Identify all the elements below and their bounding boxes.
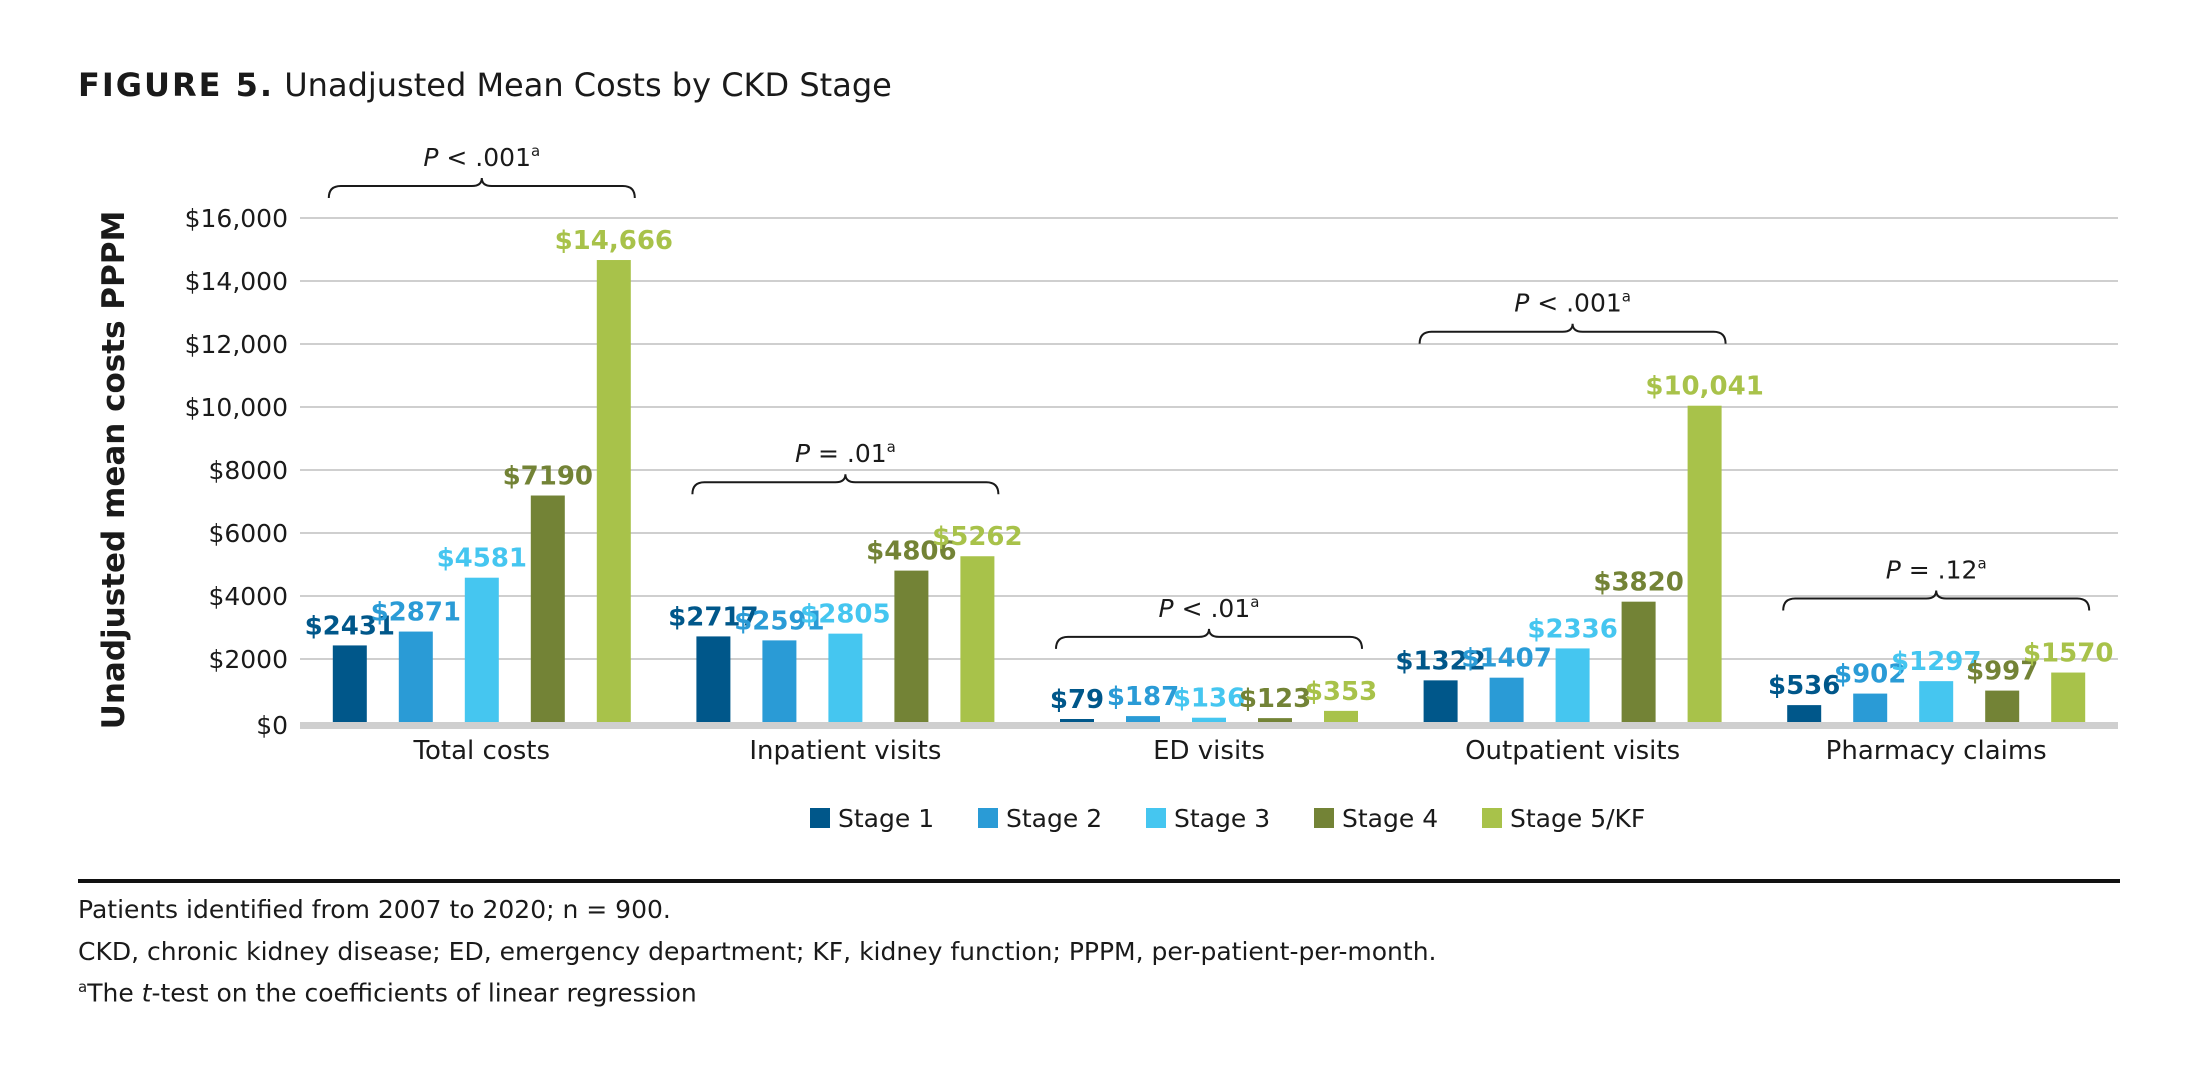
- y-tick-label: $8000: [208, 456, 288, 485]
- legend-label: Stage 3: [1174, 804, 1270, 833]
- data-label: $2871: [371, 598, 461, 628]
- y-tick-label: $16,000: [185, 204, 288, 233]
- significance-bracket: [1055, 628, 1363, 649]
- data-label: $10,041: [1645, 372, 1763, 402]
- data-label: $353: [1305, 677, 1377, 707]
- bar: [1060, 719, 1094, 722]
- legend-swatch: [1482, 808, 1502, 828]
- bar: [696, 636, 731, 722]
- data-label: $2591: [734, 606, 824, 636]
- legend-swatch: [1314, 808, 1334, 828]
- y-tick-label: $12,000: [185, 330, 288, 359]
- bar: [1258, 718, 1292, 722]
- footnote-italic: t: [141, 978, 152, 1008]
- bar: [398, 631, 433, 722]
- footnote-patients: Patients identified from 2007 to 2020; n…: [78, 895, 671, 924]
- y-tick-label: $0: [256, 711, 288, 740]
- x-category-label: Outpatient visits: [1465, 736, 1680, 766]
- data-label: $2336: [1527, 614, 1617, 644]
- bar: [1126, 716, 1160, 722]
- bar: [762, 640, 797, 722]
- y-axis-label: Unadjusted mean costs PPPM: [96, 211, 132, 730]
- data-label: $902: [1834, 660, 1906, 690]
- y-tick-label: $14,000: [185, 267, 288, 296]
- data-label: $997: [1966, 657, 2038, 687]
- bar-chart: $0 $2000 $4000 $6000 $8000 $10,000 $12,000 $14,…: [96, 142, 2118, 833]
- data-label: $536: [1768, 671, 1840, 701]
- x-category-label: Total costs: [413, 736, 550, 766]
- legend-label: Stage 5/KF: [1510, 804, 1645, 833]
- data-label: $1570: [2023, 639, 2113, 669]
- data-label: $1407: [1461, 644, 1551, 674]
- figure-title: FIGURE 5. Unadjusted Mean Costs by CKD S…: [78, 66, 892, 104]
- bar: [1787, 705, 1822, 722]
- data-label: $14,666: [555, 226, 673, 256]
- y-tick-label: $2000: [208, 645, 288, 674]
- data-label: $5262: [932, 522, 1022, 552]
- p-value-label: P < .01a: [1159, 593, 1260, 623]
- legend-swatch: [1146, 808, 1166, 828]
- bar: [1489, 677, 1524, 722]
- legend-label: Stage 2: [1006, 804, 1102, 833]
- x-category-label: ED visits: [1153, 736, 1265, 766]
- data-label: $79: [1050, 685, 1104, 715]
- bar: [530, 495, 565, 722]
- footnote-sup: a: [78, 978, 88, 996]
- significance-bracket: [1782, 590, 2091, 611]
- p-value-label: P = .01a: [795, 438, 896, 468]
- legend-label: Stage 1: [838, 804, 934, 833]
- legend-swatch: [978, 808, 998, 828]
- footnote-pre: The: [87, 978, 142, 1008]
- significance-bracket: [1418, 323, 1727, 344]
- bar: [596, 260, 631, 722]
- bar: [1555, 648, 1590, 722]
- bar: [1687, 405, 1722, 722]
- data-label: $7190: [503, 462, 593, 492]
- figure-title-text: Unadjusted Mean Costs by CKD Stage: [284, 66, 892, 104]
- footnote-abbreviations: CKD, chronic kidney disease; ED, emergen…: [78, 937, 1437, 966]
- p-value-label: P < .001a: [423, 142, 540, 172]
- bar: [1985, 690, 2020, 722]
- y-tick-label: $10,000: [185, 393, 288, 422]
- bar: [1853, 693, 1888, 722]
- data-label: $2805: [800, 600, 890, 630]
- data-label: $1297: [1891, 647, 1981, 677]
- bar: [828, 633, 863, 722]
- footnote-post: -test on the coefficients of linear regr…: [151, 978, 697, 1008]
- x-axis-baseline: [300, 722, 2118, 729]
- data-label: $1322: [1395, 646, 1485, 676]
- significance-bracket: [691, 474, 1000, 495]
- data-label: $2717: [668, 602, 758, 632]
- x-category-label: Inpatient visits: [749, 736, 941, 766]
- figure-label: FIGURE 5.: [78, 66, 275, 104]
- bar: [1423, 680, 1458, 722]
- data-label: $2431: [305, 611, 395, 641]
- data-label: $3820: [1593, 568, 1683, 598]
- bar: [1621, 601, 1656, 722]
- y-tick-label: $4000: [208, 582, 288, 611]
- bar: [1919, 681, 1954, 722]
- y-tick-label: $6000: [208, 519, 288, 548]
- legend-swatch: [810, 808, 830, 828]
- bar: [894, 570, 929, 722]
- bar: [2051, 672, 2086, 722]
- bar: [1192, 717, 1226, 722]
- footnote-test: aThe t-test on the coefficients of linea…: [78, 978, 697, 1007]
- data-label: $187: [1107, 682, 1179, 712]
- legend-label: Stage 4: [1342, 804, 1438, 833]
- bar: [1324, 710, 1358, 722]
- bar: [332, 645, 367, 722]
- data-label: $123: [1239, 684, 1311, 714]
- data-label: $4581: [437, 544, 527, 574]
- data-label: $136: [1173, 684, 1245, 714]
- bar: [464, 577, 499, 722]
- p-value-label: P < .001a: [1514, 288, 1631, 318]
- bar: [960, 556, 995, 722]
- divider: [78, 879, 2120, 883]
- p-value-label: P = .12a: [1886, 555, 1987, 585]
- data-label: $4806: [866, 537, 956, 567]
- significance-bracket: [327, 177, 636, 199]
- x-category-label: Pharmacy claims: [1826, 736, 2047, 766]
